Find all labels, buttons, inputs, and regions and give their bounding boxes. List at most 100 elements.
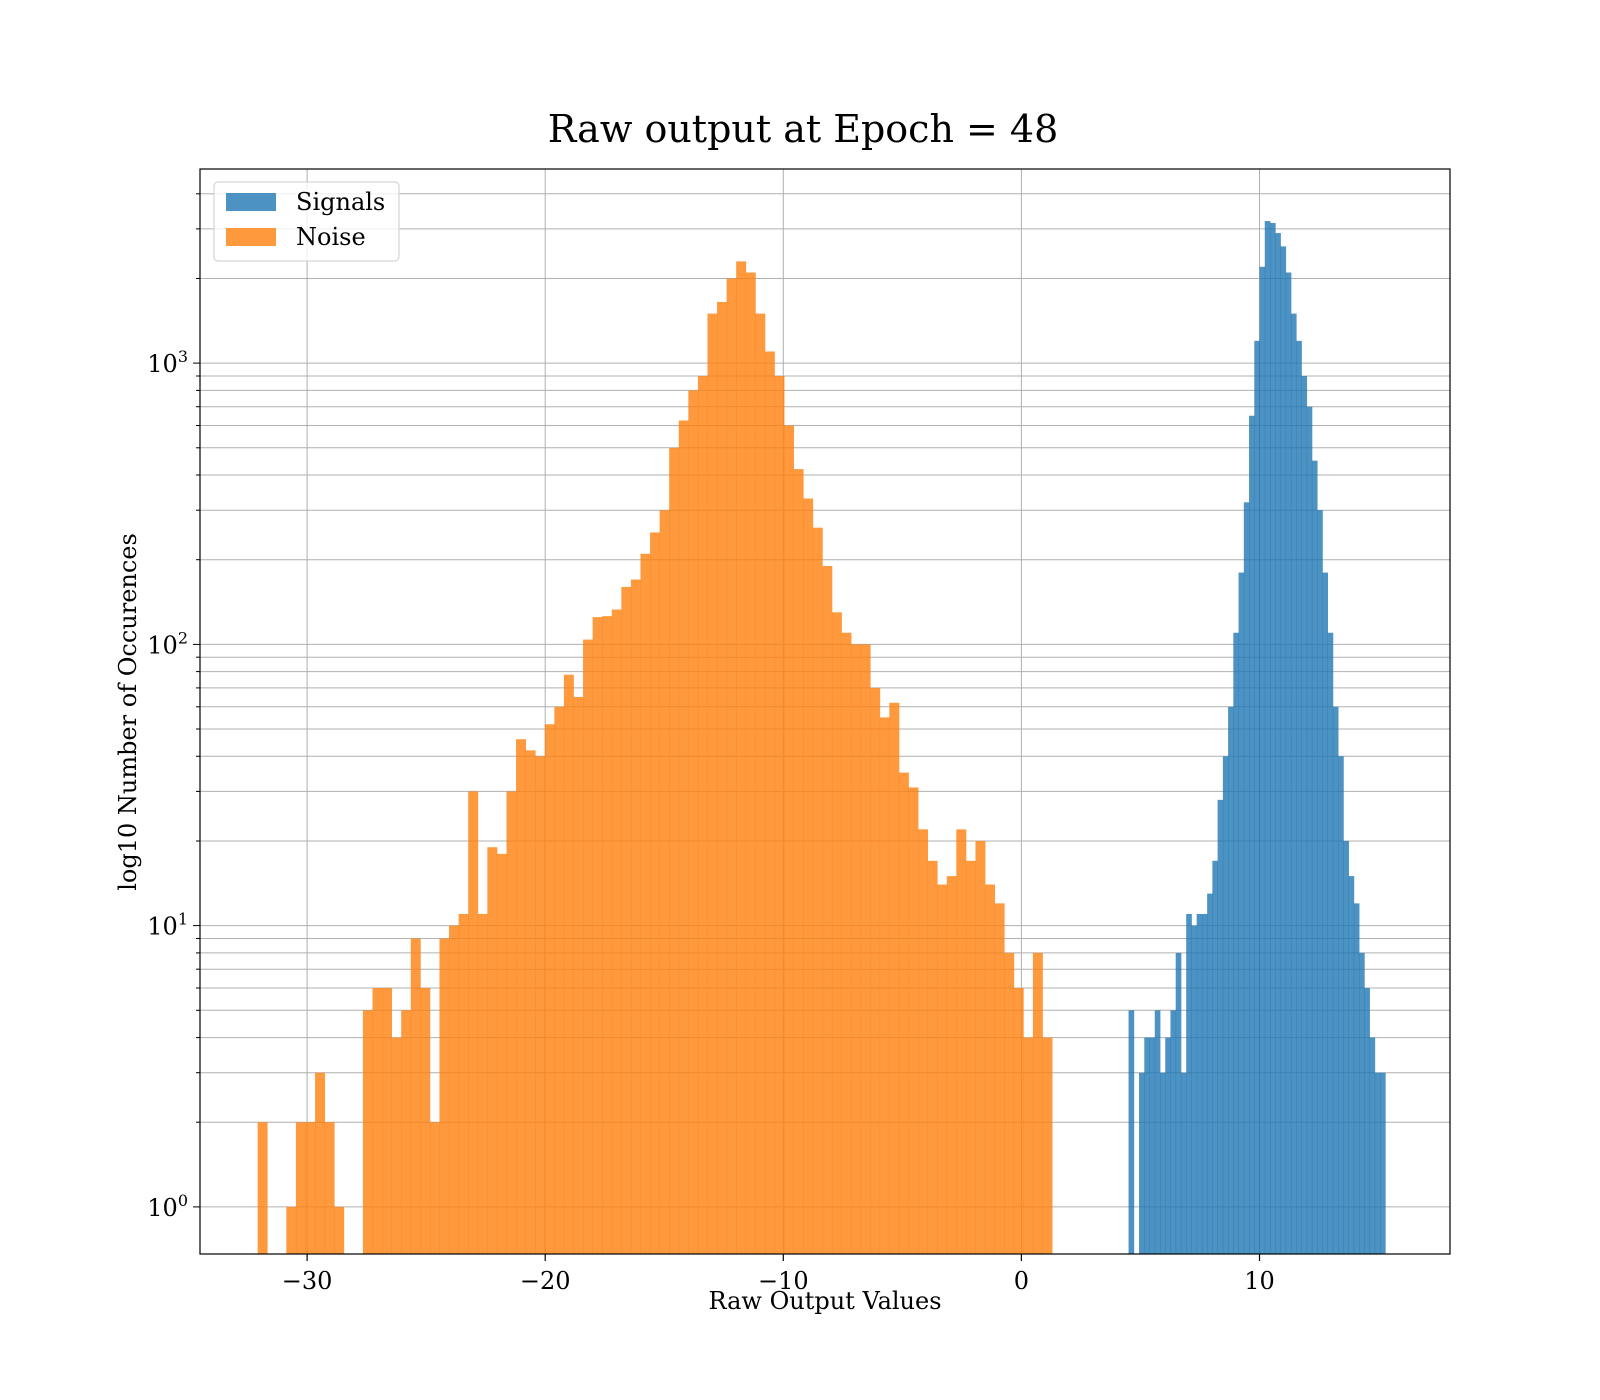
histogram-bar-signals: [1275, 233, 1281, 1254]
histogram-bar-noise: [755, 313, 766, 1255]
y-tick-label: 100: [147, 1191, 188, 1222]
histogram-bar-noise: [1042, 1037, 1053, 1254]
legend: Signals Noise: [213, 181, 400, 262]
histogram-bar-noise: [985, 884, 996, 1254]
histogram-bar-signals: [1165, 1037, 1171, 1254]
x-axis-label: Raw Output Values: [708, 1287, 941, 1315]
histogram-bar-signals: [1149, 1037, 1156, 1254]
histogram-bar-noise: [410, 938, 421, 1254]
histogram-bar-noise: [621, 586, 632, 1254]
histogram-bar-signals: [1306, 406, 1313, 1254]
histogram-bar-noise: [487, 847, 498, 1254]
histogram-bar-noise: [324, 1122, 335, 1254]
noise-bars: [257, 261, 1053, 1255]
histogram-bar-noise: [956, 829, 967, 1254]
histogram-bar-noise: [822, 565, 833, 1254]
histogram-bar-noise: [535, 756, 546, 1254]
legend-swatch-noise: [226, 228, 276, 246]
histogram-bar-signals: [1285, 272, 1292, 1254]
y-tick-label: 102: [147, 628, 188, 659]
histogram-bar-noise: [994, 903, 1005, 1254]
histogram-bar-noise: [784, 425, 795, 1254]
histogram-bar-noise: [391, 1037, 402, 1254]
histogram-bar-noise: [707, 313, 718, 1255]
histogram-bar-signals: [1186, 913, 1192, 1254]
histogram-bar-signals: [1170, 1010, 1177, 1254]
histogram-bar-signals: [1144, 1037, 1150, 1254]
x-tick-label: −10: [758, 1267, 809, 1295]
histogram-bar-signals: [1180, 1072, 1187, 1254]
x-tick-label: 0: [1014, 1267, 1029, 1295]
histogram-bar-noise: [295, 1122, 306, 1254]
histogram-bar-signals: [1228, 706, 1234, 1254]
histogram-bar-signals: [1270, 222, 1276, 1255]
histogram-bar-signals: [1243, 502, 1250, 1254]
histogram-bar-noise: [525, 750, 536, 1254]
histogram-bar-signals: [1160, 1072, 1166, 1254]
x-tick-label: −30: [282, 1267, 333, 1295]
histogram-bar-noise: [477, 913, 488, 1254]
y-tick-label: 101: [147, 910, 188, 941]
histogram-bar-noise: [573, 697, 584, 1254]
histogram-bar-noise: [774, 375, 785, 1254]
histogram-bar-noise: [937, 884, 948, 1254]
y-axis-label: log10 Number of Occurences: [114, 533, 142, 891]
histogram-bar-signals: [1175, 952, 1182, 1254]
histogram-bar-noise: [1023, 1037, 1034, 1254]
histogram-bar-noise: [439, 938, 450, 1254]
y-axis-ticks: 100 101 102 103: [147, 193, 200, 1222]
histogram-bar-signals: [1369, 1037, 1376, 1254]
histogram-bar-signals: [1201, 913, 1208, 1254]
histogram-bar-signals: [1191, 925, 1198, 1254]
histogram-bar-noise: [516, 739, 527, 1254]
histogram-bar-signals: [1364, 988, 1370, 1254]
histogram-bar-noise: [630, 579, 641, 1254]
histogram-bar-noise: [688, 390, 699, 1254]
histogram-bar-signals: [1327, 632, 1334, 1254]
histogram-bar-noise: [860, 644, 871, 1254]
histogram-bar-signals: [1196, 913, 1203, 1254]
histogram-bar-noise: [458, 913, 469, 1254]
legend-label-signals: Signals: [296, 188, 385, 216]
histogram-bar-signals: [1332, 706, 1339, 1254]
histogram-bar-noise: [334, 1206, 345, 1254]
histogram-bar-signals: [1254, 340, 1260, 1255]
histogram-bar-signals: [1353, 903, 1360, 1254]
histogram-bar-noise: [1032, 952, 1043, 1254]
histogram-bar-noise: [918, 829, 929, 1254]
histogram-bar-noise: [305, 1122, 316, 1254]
legend-label-noise: Noise: [296, 223, 366, 251]
histogram-bar-noise: [697, 375, 708, 1254]
histogram-bar-signals: [1233, 632, 1239, 1254]
histogram-bar-noise: [449, 925, 460, 1254]
histogram-bar-noise: [678, 420, 689, 1254]
histogram-bar-noise: [563, 674, 574, 1254]
histogram-bar-noise: [726, 278, 737, 1255]
histogram-bar-signals: [1380, 1072, 1386, 1254]
histogram-bar-noise: [506, 791, 517, 1254]
histogram-bar-noise: [889, 702, 900, 1254]
chart-title: Raw output at Epoch = 48: [548, 107, 1059, 151]
x-tick-label: −20: [520, 1267, 571, 1295]
histogram-bar-signals: [1128, 1010, 1135, 1254]
histogram-bar-noise: [717, 301, 728, 1254]
histogram-bar-noise: [315, 1072, 326, 1254]
histogram-bar-signals: [1322, 572, 1329, 1254]
histogram-bar-signals: [1249, 415, 1255, 1254]
y-tick-label: 103: [147, 347, 188, 378]
histogram-bar-noise: [650, 532, 661, 1254]
histogram-bar-noise: [745, 272, 756, 1254]
histogram-bar-signals: [1212, 860, 1219, 1254]
histogram-bar-signals: [1222, 756, 1229, 1254]
histogram-bar-noise: [544, 724, 555, 1254]
histogram-bar-noise: [583, 639, 594, 1254]
histogram-bar-noise: [851, 644, 862, 1254]
histogram-bar-noise: [659, 510, 670, 1254]
signals-bars: [1128, 221, 1386, 1255]
histogram-bar-signals: [1207, 893, 1213, 1254]
histogram-bar-noise: [429, 1122, 440, 1254]
histogram-bar-noise: [908, 787, 919, 1254]
histogram-bar-noise: [611, 609, 622, 1254]
plot-frame: [199, 168, 1451, 1255]
